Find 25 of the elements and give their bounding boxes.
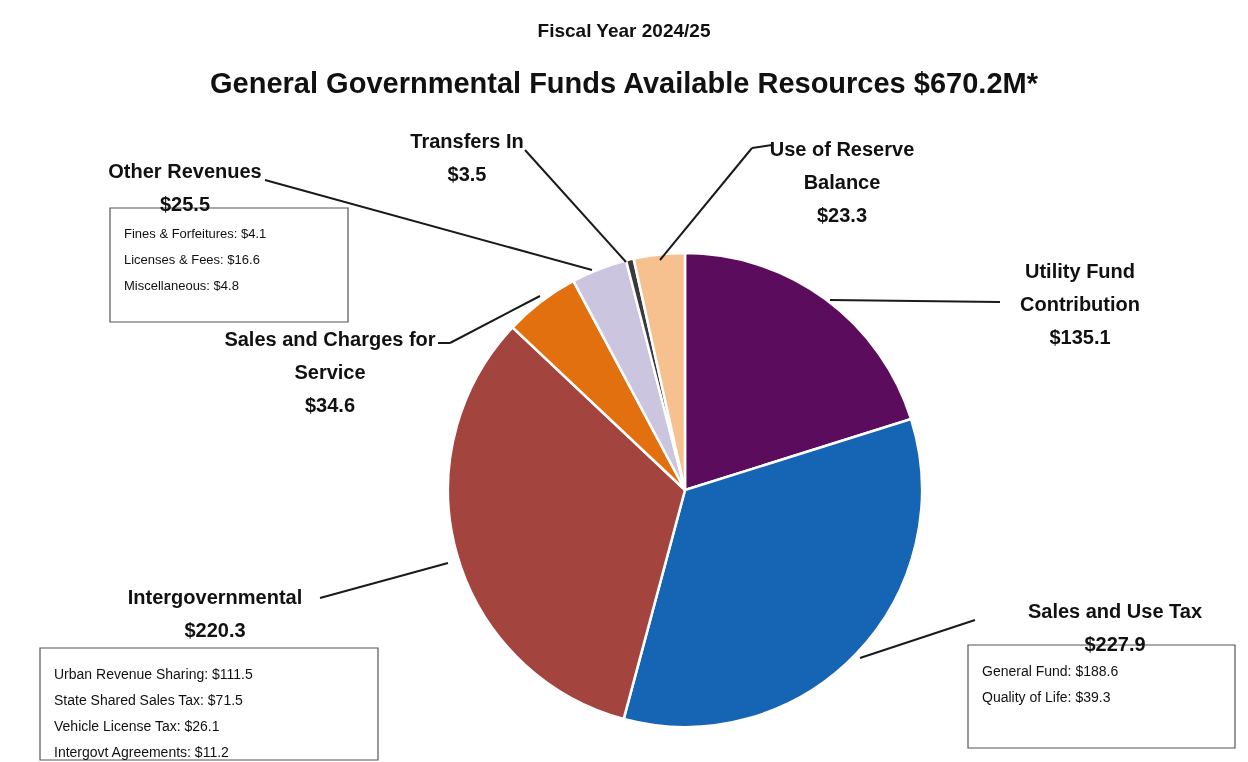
text: Licenses & Fees: $16.6	[124, 252, 260, 267]
data-label: $25.5	[159, 193, 211, 215]
data-label: $227.9	[1084, 633, 1146, 655]
data-label: $34.6	[304, 394, 356, 416]
data-label: $23.3	[816, 204, 868, 226]
text: Quality of Life: $39.3	[982, 689, 1111, 705]
chart-title: General Governmental Funds Available Resources $670.2M*	[210, 67, 1039, 99]
slice-label: Transfers In	[410, 130, 524, 152]
data-label: $3.5	[447, 163, 487, 185]
data-label: $220.3	[184, 619, 246, 641]
slice-label: Sales and Charges for Service	[224, 328, 436, 383]
text: Intergovt Agreements: $11.2	[54, 744, 230, 760]
data-label: $135.1	[1049, 326, 1111, 348]
text: Miscellaneous: $4.8	[124, 278, 239, 293]
slice-label: Sales and Use Tax	[1027, 600, 1203, 622]
text: Vehicle License Tax: $26.1	[54, 718, 220, 734]
slice-label: Other Revenues	[108, 160, 262, 182]
text: General Fund: $188.6	[982, 663, 1119, 679]
slice-label: Utility Fund Contribution	[1020, 260, 1140, 315]
slice-label: Use of Reserve Balance	[769, 138, 915, 193]
slice-label: Intergovernmental	[127, 586, 303, 608]
text: Urban Revenue Sharing: $111.5	[54, 666, 253, 682]
text: Fines & Forfeitures: $4.1	[124, 226, 267, 241]
chart-subtitle: Fiscal Year 2024/25	[537, 20, 711, 41]
text: State Shared Sales Tax: $71.5	[54, 692, 244, 708]
